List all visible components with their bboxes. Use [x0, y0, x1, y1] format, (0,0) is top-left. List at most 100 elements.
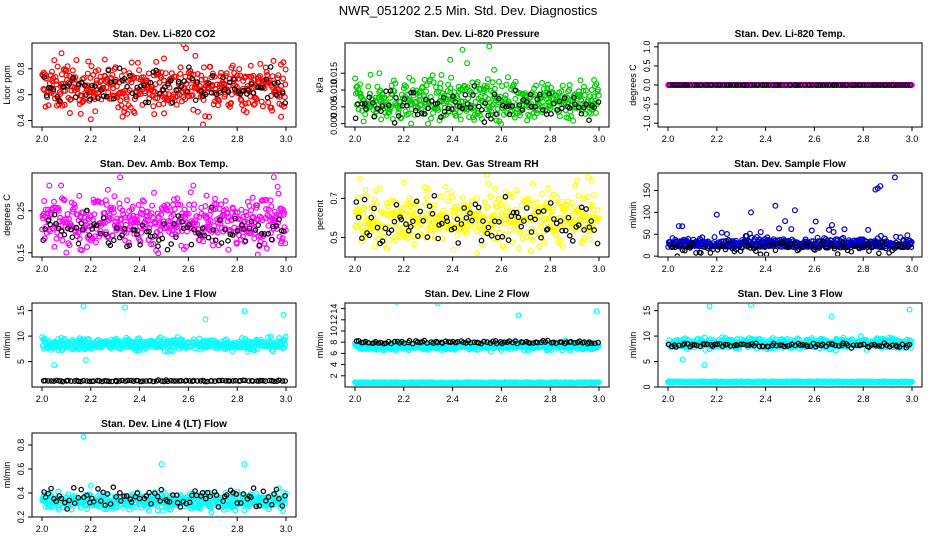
- data-point: [171, 220, 177, 227]
- outlier-point: [200, 121, 206, 126]
- data-point: [84, 207, 90, 214]
- outlier-point: [865, 226, 872, 233]
- data-point: [42, 226, 49, 232]
- data-point: [779, 239, 786, 246]
- series-cyan_line_2: [352, 379, 602, 386]
- data-point: [513, 209, 520, 216]
- data-point: [250, 90, 257, 96]
- data-point: [169, 231, 176, 238]
- data-point: [806, 82, 813, 88]
- data-point: [227, 231, 234, 238]
- y-axis-label: degrees C: [628, 64, 638, 106]
- data-point: [458, 221, 465, 227]
- data-point: [353, 199, 360, 205]
- data-point: [378, 116, 385, 123]
- data-point: [80, 75, 87, 82]
- data-point: [852, 82, 859, 88]
- data-point: [250, 101, 257, 108]
- data-point: [228, 217, 235, 224]
- data-point: [566, 233, 573, 239]
- data-point: [459, 98, 466, 105]
- data-point: [402, 210, 409, 217]
- data-point: [65, 377, 71, 384]
- data-point: [153, 58, 160, 65]
- data-point: [265, 99, 272, 106]
- data-point: [261, 240, 268, 247]
- data-point: [92, 83, 98, 89]
- series-subset: [40, 204, 287, 253]
- data-point: [529, 180, 536, 187]
- data-point: [904, 244, 911, 251]
- data-point: [140, 198, 147, 205]
- data-point: [234, 209, 241, 216]
- data-point: [54, 94, 61, 100]
- data-point: [584, 174, 591, 181]
- data-point: [681, 82, 688, 88]
- data-point: [834, 251, 841, 256]
- data-point: [267, 197, 274, 204]
- data-point: [450, 246, 457, 253]
- y-tick-label: 100: [642, 205, 652, 220]
- data-point: [529, 237, 536, 244]
- data-point: [134, 59, 141, 66]
- series-subset: [666, 82, 914, 88]
- y-tick-label: 150: [642, 183, 652, 198]
- data-point: [121, 104, 128, 111]
- points-layer: [352, 174, 602, 256]
- data-point: [97, 230, 104, 237]
- data-point: [712, 242, 719, 249]
- data-point: [403, 200, 410, 207]
- data-point: [584, 232, 591, 239]
- data-point: [702, 244, 708, 251]
- data-point: [192, 52, 199, 59]
- data-point: [133, 93, 139, 100]
- data-point: [719, 243, 726, 250]
- data-point: [173, 234, 179, 240]
- data-point: [586, 117, 592, 124]
- data-point: [239, 101, 246, 108]
- data-point: [41, 198, 48, 205]
- data-point: [171, 196, 178, 203]
- data-point: [578, 110, 585, 117]
- data-point: [222, 72, 229, 79]
- data-point: [106, 212, 113, 219]
- data-point: [164, 201, 171, 208]
- x-tick-label: 2.2: [85, 394, 98, 404]
- data-point: [677, 242, 683, 249]
- data-point: [412, 201, 419, 208]
- data-point: [175, 79, 182, 85]
- data-point: [223, 378, 229, 384]
- data-point: [245, 99, 252, 106]
- y-tick-label: 0.6: [16, 88, 26, 101]
- data-point: [134, 217, 141, 224]
- data-point: [485, 224, 492, 231]
- data-point: [257, 84, 264, 91]
- data-point: [107, 242, 114, 249]
- data-point: [595, 92, 602, 99]
- outlier-point: [46, 182, 53, 189]
- data-point: [410, 89, 417, 96]
- data-point: [839, 239, 846, 246]
- data-point: [221, 86, 228, 93]
- data-point: [159, 235, 166, 242]
- data-point: [883, 82, 889, 88]
- data-point: [438, 220, 445, 227]
- data-point: [160, 100, 167, 107]
- outlier-point: [376, 70, 383, 77]
- data-point: [136, 67, 143, 74]
- data-point: [361, 229, 368, 236]
- data-point: [430, 227, 437, 234]
- data-point: [214, 229, 221, 236]
- data-point: [510, 209, 517, 216]
- data-point: [461, 205, 467, 211]
- data-point: [366, 94, 373, 101]
- data-point: [61, 231, 68, 238]
- data-point: [247, 62, 254, 69]
- data-point: [387, 88, 394, 94]
- data-point: [595, 215, 602, 222]
- data-point: [561, 95, 568, 101]
- data-point: [379, 238, 386, 245]
